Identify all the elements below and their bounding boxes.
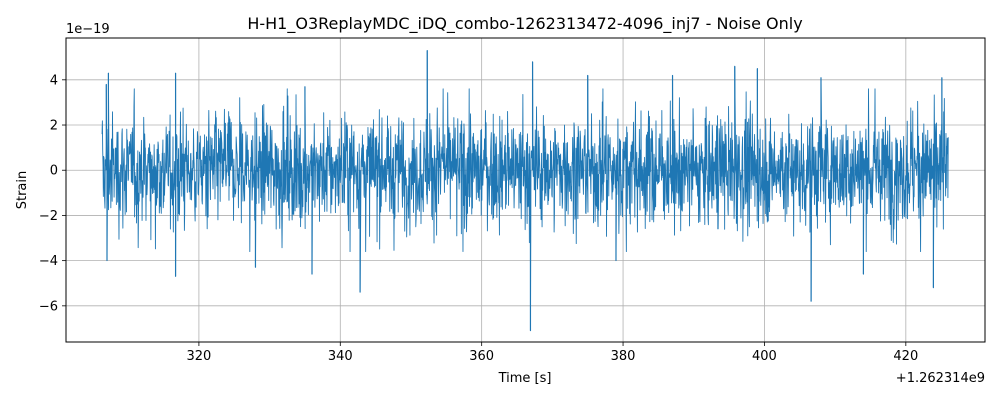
x-offset-label: +1.262314e9 (896, 371, 985, 386)
y-tick-label: 2 (50, 119, 58, 134)
tick-layer: 320 340 360 380 400 420 −6 −4 −2 0 2 4 (39, 73, 918, 364)
y-tick-label: −2 (39, 209, 58, 224)
x-tick-label: 360 (469, 349, 494, 364)
y-scale-label: 1e−19 (66, 22, 110, 37)
y-tick-label: 0 (50, 164, 58, 179)
chart-title: H-H1_O3ReplayMDC_iDQ_combo-1262313472-40… (247, 14, 802, 34)
x-axis-label: Time [s] (498, 371, 552, 386)
y-tick-label: 4 (50, 73, 58, 88)
data-layer (101, 49, 949, 332)
y-tick-label: −4 (39, 254, 58, 269)
x-tick-label: 320 (186, 349, 211, 364)
y-tick-label: −6 (39, 299, 58, 314)
x-tick-label: 400 (752, 349, 777, 364)
x-tick-label: 340 (328, 349, 353, 364)
series-line (101, 49, 949, 332)
x-tick-label: 420 (893, 349, 918, 364)
y-axis-label: Strain (15, 171, 30, 210)
x-tick-label: 380 (611, 349, 636, 364)
plot-frame (65, 37, 986, 343)
